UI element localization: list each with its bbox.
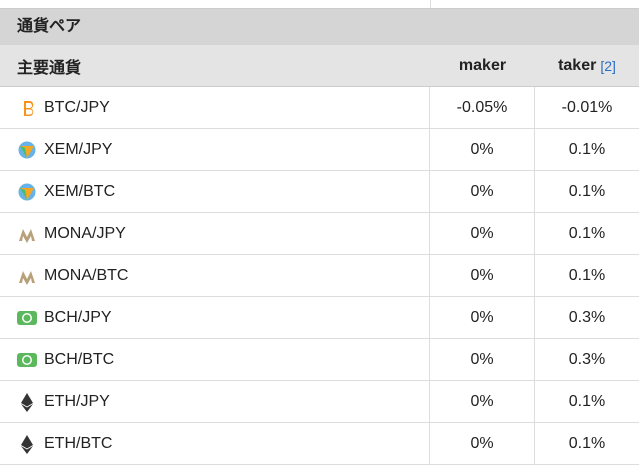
pair-name: MONA/BTC: [44, 266, 129, 284]
taker-fee: 0.3%: [568, 350, 606, 368]
pair-name: ETH/JPY: [44, 392, 110, 410]
maker-fee: 0%: [430, 213, 535, 254]
table-body: BTC/JPY -0.05% -0.01% XEM/JPY 0% 0.1% XEM/BTC 0…: [0, 87, 639, 465]
coin-icon: [19, 270, 35, 285]
coin-icon: [21, 434, 33, 454]
table-row: MONA/JPY 0% 0.1%: [0, 213, 639, 255]
pair-cell: MONA/BTC: [0, 255, 430, 296]
pair-name: BCH/JPY: [44, 308, 112, 326]
pair-name: XEM/BTC: [44, 182, 116, 200]
table-row: XEM/BTC 0% 0.1%: [0, 171, 639, 213]
header-row: 主要通貨 maker taker [2]: [0, 45, 639, 87]
pair-name: MONA/JPY: [44, 224, 126, 242]
maker-fee: 0%: [430, 255, 535, 296]
section-title: 通貨ペア: [0, 9, 639, 45]
pair-cell: BTC/JPY: [0, 87, 430, 128]
coin-icon: [19, 228, 35, 243]
coin-icon: [24, 100, 34, 116]
table-row: BTC/JPY -0.05% -0.01%: [0, 87, 639, 129]
maker-fee: 0%: [430, 171, 535, 212]
pair-cell: BCH/BTC: [0, 339, 430, 380]
table-row: ETH/BTC 0% 0.1%: [0, 423, 639, 465]
table-row: MONA/BTC 0% 0.1%: [0, 255, 639, 297]
header-text: taker: [558, 56, 597, 74]
header-cell: taker [2]: [535, 45, 639, 86]
pair-cell: XEM/BTC: [0, 171, 430, 212]
maker-fee: 0%: [430, 129, 535, 170]
pair-cell: ETH/BTC: [0, 423, 430, 464]
taker-fee: 0.1%: [568, 266, 606, 284]
pair-name: BTC/JPY: [44, 98, 110, 116]
taker-fee: 0.1%: [568, 224, 606, 242]
maker-fee: 0%: [430, 423, 535, 464]
coin-icon: [18, 141, 36, 158]
maker-fee: 0%: [430, 339, 535, 380]
taker-fee: 0.1%: [568, 140, 606, 158]
taker-fee: 0.1%: [568, 182, 606, 200]
table-row: BCH/JPY 0% 0.3%: [0, 297, 639, 339]
coin-icon: [17, 352, 37, 367]
coin-icon: [17, 310, 37, 325]
taker-fee: 0.3%: [568, 308, 606, 326]
pair-cell: ETH/JPY: [0, 381, 430, 422]
footnote-link[interactable]: [2]: [600, 57, 616, 74]
taker-fee: 0.1%: [568, 434, 606, 452]
top-strip: [0, 0, 639, 9]
maker-fee: 0%: [430, 297, 535, 338]
table-row: BCH/BTC 0% 0.3%: [0, 339, 639, 381]
coin-icon: [18, 183, 36, 200]
pair-name: ETH/BTC: [44, 434, 113, 452]
maker-fee: -0.05%: [430, 87, 535, 128]
pair-name: BCH/BTC: [44, 350, 115, 368]
table-row: ETH/JPY 0% 0.1%: [0, 381, 639, 423]
coin-icon: [21, 392, 33, 412]
divider: [430, 0, 431, 8]
header-cell: maker: [458, 56, 507, 74]
maker-fee: 0%: [430, 381, 535, 422]
pair-cell: XEM/JPY: [0, 129, 430, 170]
pair-name: XEM/JPY: [44, 140, 113, 158]
header-cell: 主要通貨: [17, 59, 82, 77]
pair-cell: MONA/JPY: [0, 213, 430, 254]
taker-fee: -0.01%: [561, 98, 613, 116]
pair-cell: BCH/JPY: [0, 297, 430, 338]
taker-fee: 0.1%: [568, 392, 606, 410]
table-row: XEM/JPY 0% 0.1%: [0, 129, 639, 171]
